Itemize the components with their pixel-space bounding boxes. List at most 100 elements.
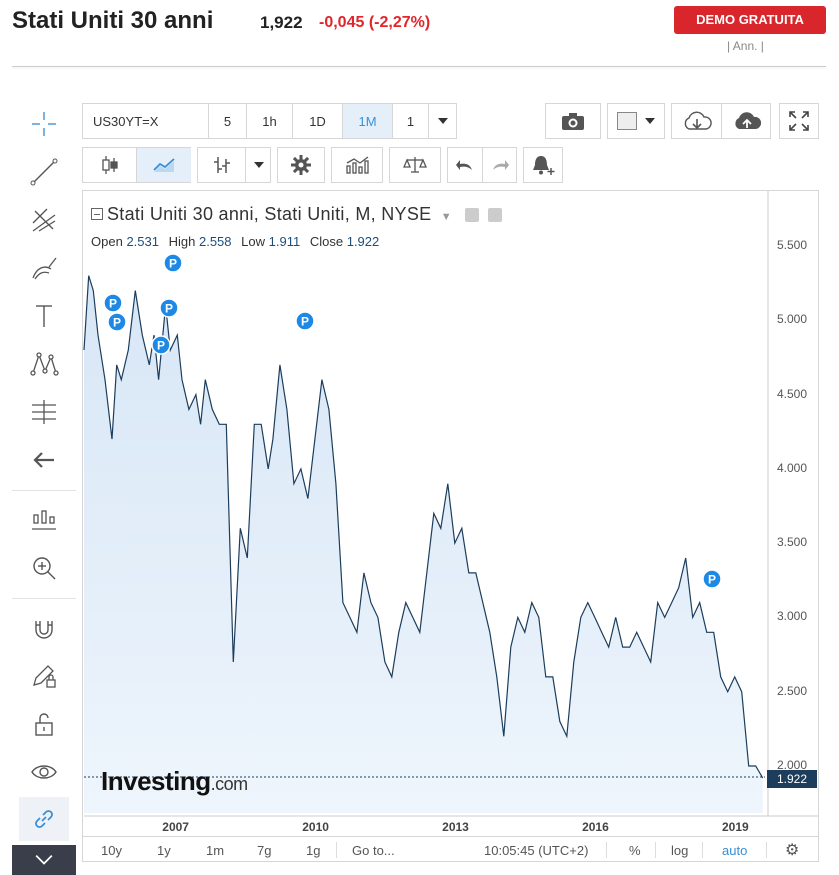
gear-icon[interactable] — [487, 208, 502, 223]
goto-button[interactable]: Go to... — [352, 843, 395, 858]
bar-divider — [336, 842, 337, 858]
fullscreen-icon — [789, 111, 809, 131]
interval-1m[interactable]: 1M — [343, 104, 393, 138]
unlock-icon[interactable] — [26, 706, 62, 742]
chart-type-group — [82, 147, 191, 183]
page-title: Stati Uniti 30 anni — [12, 7, 214, 34]
range-1g[interactable]: 1g — [306, 843, 321, 858]
news-marker-icon[interactable] — [159, 298, 179, 318]
chevron-down-icon — [35, 855, 53, 865]
news-marker-icon[interactable] — [107, 312, 127, 332]
gear-icon — [291, 155, 311, 175]
settings-button[interactable] — [277, 147, 325, 183]
range-1m[interactable]: 1m — [206, 843, 225, 858]
demo-button[interactable]: DEMO GRATUITA — [674, 6, 826, 34]
screenshot-button[interactable] — [545, 103, 601, 139]
auto-toggle[interactable]: auto — [722, 843, 748, 858]
range-7g[interactable]: 7g — [257, 843, 272, 858]
time-tick-label: 2016 — [582, 820, 609, 834]
chart-count[interactable]: 1 — [393, 104, 429, 138]
news-marker-letter: P — [165, 302, 173, 316]
eye-icon[interactable] — [465, 208, 480, 223]
indicators-icon[interactable] — [26, 502, 62, 538]
low-label: Low — [241, 234, 266, 249]
magnet-icon[interactable] — [26, 610, 62, 646]
news-marker-letter: P — [113, 316, 121, 330]
interval-1d[interactable]: 1D — [293, 104, 343, 138]
interval-1h[interactable]: 1h — [247, 104, 293, 138]
zoom-icon[interactable] — [26, 550, 62, 586]
investing-logo: Investing.com — [101, 766, 248, 797]
percent-toggle[interactable]: % — [629, 843, 641, 858]
ohlc-legend: Open 2.531 High 2.558 Low 1.911 Close 1.… — [91, 234, 385, 249]
chevron-down-icon[interactable] — [429, 104, 457, 138]
bar-divider — [606, 842, 607, 858]
news-marker-icon[interactable] — [163, 253, 183, 273]
symbol-input[interactable]: US30YT=X — [83, 104, 209, 138]
indicators-icon — [346, 156, 369, 174]
pencil-lock-icon[interactable] — [26, 658, 62, 694]
ohlc-bars-icon[interactable] — [198, 148, 246, 182]
bar-divider — [702, 842, 703, 858]
measure-icon[interactable] — [26, 394, 62, 430]
expand-tools-button[interactable] — [12, 845, 76, 875]
logo-suffix: .com — [210, 774, 249, 794]
color-swatch-icon — [617, 112, 637, 130]
crosshair-icon[interactable] — [26, 106, 62, 142]
low-value: 1.911 — [268, 234, 301, 249]
text-icon[interactable] — [26, 298, 62, 334]
link-icon[interactable] — [19, 797, 69, 841]
interval-5[interactable]: 5 — [209, 104, 247, 138]
trend-line-icon[interactable] — [26, 154, 62, 190]
news-marker-icon[interactable] — [151, 335, 171, 355]
pitchfork-icon[interactable] — [26, 202, 62, 238]
time-tick-label: 2010 — [302, 820, 329, 834]
news-marker-letter: P — [109, 297, 117, 311]
bar-divider — [766, 842, 767, 858]
bottom-bar: 10y 1y 1m 7g 1g Go to... 10:05:45 (UTC+2… — [82, 836, 819, 862]
price-tick-label: 2.500 — [777, 683, 808, 698]
gear-icon[interactable]: ⚙ — [785, 842, 800, 859]
candles-icon[interactable] — [83, 148, 137, 182]
news-marker-icon[interactable] — [702, 569, 722, 589]
area-fill — [84, 275, 763, 813]
news-marker-icon[interactable] — [295, 311, 315, 331]
price-line — [83, 275, 764, 779]
redo-icon[interactable] — [483, 148, 517, 182]
back-arrow-icon[interactable] — [26, 442, 62, 478]
collapse-icon[interactable] — [91, 208, 103, 220]
pattern-icon[interactable] — [26, 346, 62, 382]
compare-button[interactable] — [389, 147, 441, 183]
chevron-down-icon[interactable] — [246, 148, 271, 182]
range-10y[interactable]: 10y — [101, 843, 122, 858]
bar-type-group — [197, 147, 271, 183]
studies-button[interactable] — [331, 147, 383, 183]
drawing-toolbar — [12, 100, 76, 875]
alert-button[interactable] — [523, 147, 563, 183]
high-label: High — [168, 234, 196, 249]
fullscreen-button[interactable] — [779, 103, 819, 139]
cloud-upload-icon[interactable] — [722, 104, 771, 138]
cloud-download-icon[interactable] — [672, 104, 722, 138]
undo-icon[interactable] — [448, 148, 483, 182]
time-tick-label: 2019 — [722, 820, 749, 834]
range-1y[interactable]: 1y — [157, 843, 171, 858]
area-chart-icon[interactable] — [137, 148, 191, 182]
brush-icon[interactable] — [26, 250, 62, 286]
bar-divider — [655, 842, 656, 858]
clock-time: 10:05:45 (UTC+2) — [484, 843, 589, 858]
log-toggle[interactable]: log — [671, 843, 689, 858]
current-price: 1,922 — [260, 13, 303, 32]
ann-label[interactable]: | Ann. | — [727, 39, 764, 53]
color-picker-button[interactable] — [607, 103, 665, 139]
last-price-badge: 1.922 — [767, 770, 817, 788]
chart-title-text: Stati Uniti 30 anni, Stati Uniti, M, NYS… — [107, 204, 432, 224]
news-marker-icon[interactable] — [103, 293, 123, 313]
chart-frame — [82, 190, 819, 862]
news-marker-letter: P — [157, 339, 165, 353]
price-tick-label: 5.500 — [777, 238, 808, 252]
eye-icon[interactable] — [26, 754, 62, 790]
chevron-down-icon[interactable]: ▼ — [440, 211, 452, 223]
